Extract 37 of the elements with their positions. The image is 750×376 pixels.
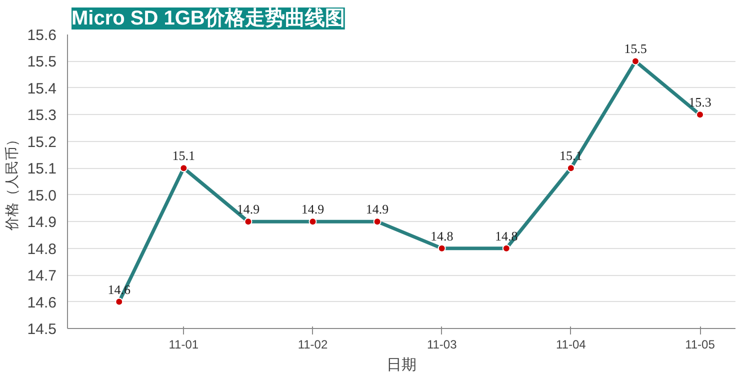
x-axis-title: 日期: [386, 356, 416, 374]
text: 15.0: [27, 187, 57, 204]
text: 15.4: [27, 80, 57, 98]
text: 14.5: [27, 321, 57, 338]
point: [696, 110, 704, 119]
point: [180, 164, 188, 172]
text: 15.1: [27, 160, 57, 178]
x-tick-label: 11-05: [685, 338, 716, 352]
chart-title: Micro SD 1GB价格走势曲线图: [72, 8, 345, 30]
text: 14.6: [27, 294, 57, 312]
text: 15.2: [27, 134, 57, 151]
x-tick-label: 11-04: [556, 338, 586, 352]
x-tick-label: 11-02: [298, 338, 328, 352]
data-label: 14.9: [366, 202, 389, 217]
data-label: 14.9: [301, 202, 324, 217]
point: [502, 244, 510, 252]
text: 15.3: [27, 107, 57, 124]
point: [438, 244, 446, 252]
data-label: 15.1: [172, 148, 196, 164]
point: [631, 57, 640, 66]
x-tick-label: 11-03: [426, 338, 458, 352]
data-label: 14.9: [236, 202, 260, 217]
data-label: 15.5: [624, 41, 647, 56]
text: 15.5: [27, 54, 57, 71]
point: [373, 218, 382, 226]
text: 14.8: [27, 240, 57, 258]
point: [566, 164, 575, 172]
text: 14.7: [27, 268, 57, 285]
point: [115, 298, 124, 306]
point: [244, 218, 252, 226]
data-label: 15.3: [688, 94, 712, 110]
text: 15.6: [27, 27, 57, 44]
text: 14.9: [27, 214, 57, 232]
x-tick-label: 11-01: [168, 338, 199, 352]
y-axis-title: 价格（人民币）: [3, 132, 20, 232]
data-label: 14.8: [430, 228, 454, 244]
point: [308, 218, 317, 226]
